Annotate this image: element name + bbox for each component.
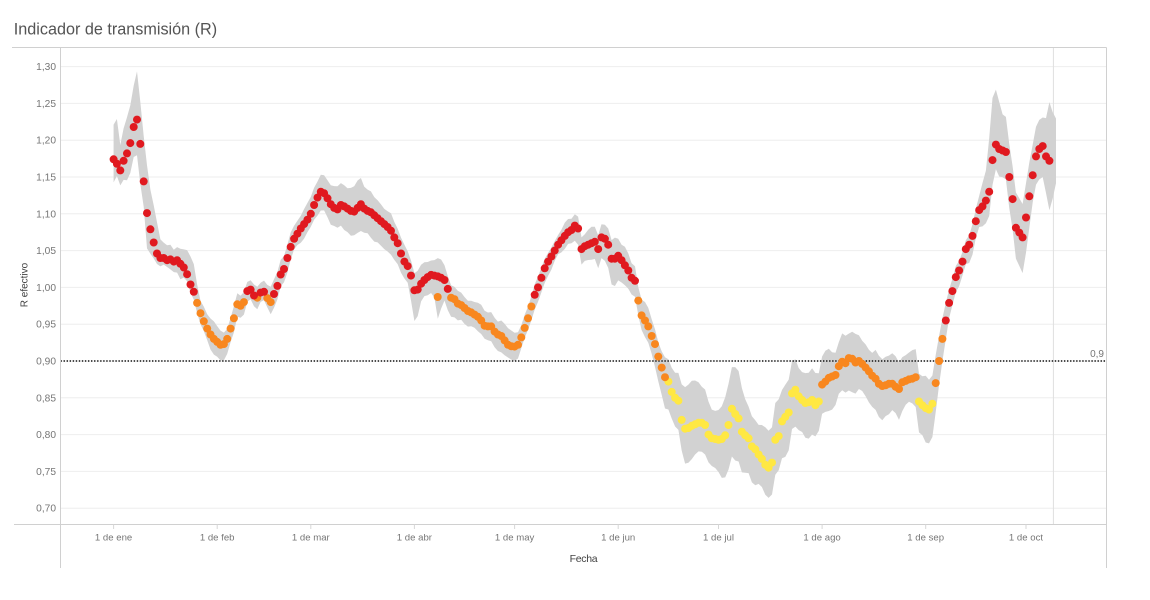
svg-text:Fecha: Fecha: [570, 553, 598, 565]
svg-text:1,25: 1,25: [36, 99, 56, 110]
svg-text:R efectivo: R efectivo: [20, 262, 31, 307]
svg-text:0,80: 0,80: [36, 430, 56, 441]
svg-text:1,05: 1,05: [36, 246, 56, 257]
svg-text:0,75: 0,75: [36, 467, 56, 478]
svg-text:1 de oct: 1 de oct: [1009, 533, 1043, 544]
svg-text:1,00: 1,00: [36, 283, 56, 294]
svg-text:0,9: 0,9: [1090, 349, 1104, 360]
svg-text:0,70: 0,70: [36, 504, 56, 515]
svg-text:0,90: 0,90: [36, 357, 56, 368]
svg-text:0,85: 0,85: [36, 393, 56, 404]
svg-text:1 de may: 1 de may: [495, 533, 535, 544]
svg-text:0,95: 0,95: [36, 320, 56, 331]
svg-text:1 de mar: 1 de mar: [292, 533, 331, 544]
svg-text:1 de jul: 1 de jul: [703, 533, 734, 544]
svg-text:1,30: 1,30: [36, 62, 56, 73]
svg-text:1,10: 1,10: [36, 209, 56, 220]
svg-text:1 de ene: 1 de ene: [95, 533, 132, 544]
svg-text:1,15: 1,15: [36, 173, 56, 184]
svg-text:1 de sep: 1 de sep: [907, 533, 944, 544]
svg-text:Indicador de transmisión (R): Indicador de transmisión (R): [14, 21, 217, 39]
svg-text:1 de jun: 1 de jun: [601, 533, 635, 544]
svg-text:1,20: 1,20: [36, 136, 56, 147]
svg-text:1 de abr: 1 de abr: [397, 533, 433, 544]
svg-text:1 de ago: 1 de ago: [803, 533, 840, 544]
svg-text:1 de feb: 1 de feb: [200, 533, 235, 544]
